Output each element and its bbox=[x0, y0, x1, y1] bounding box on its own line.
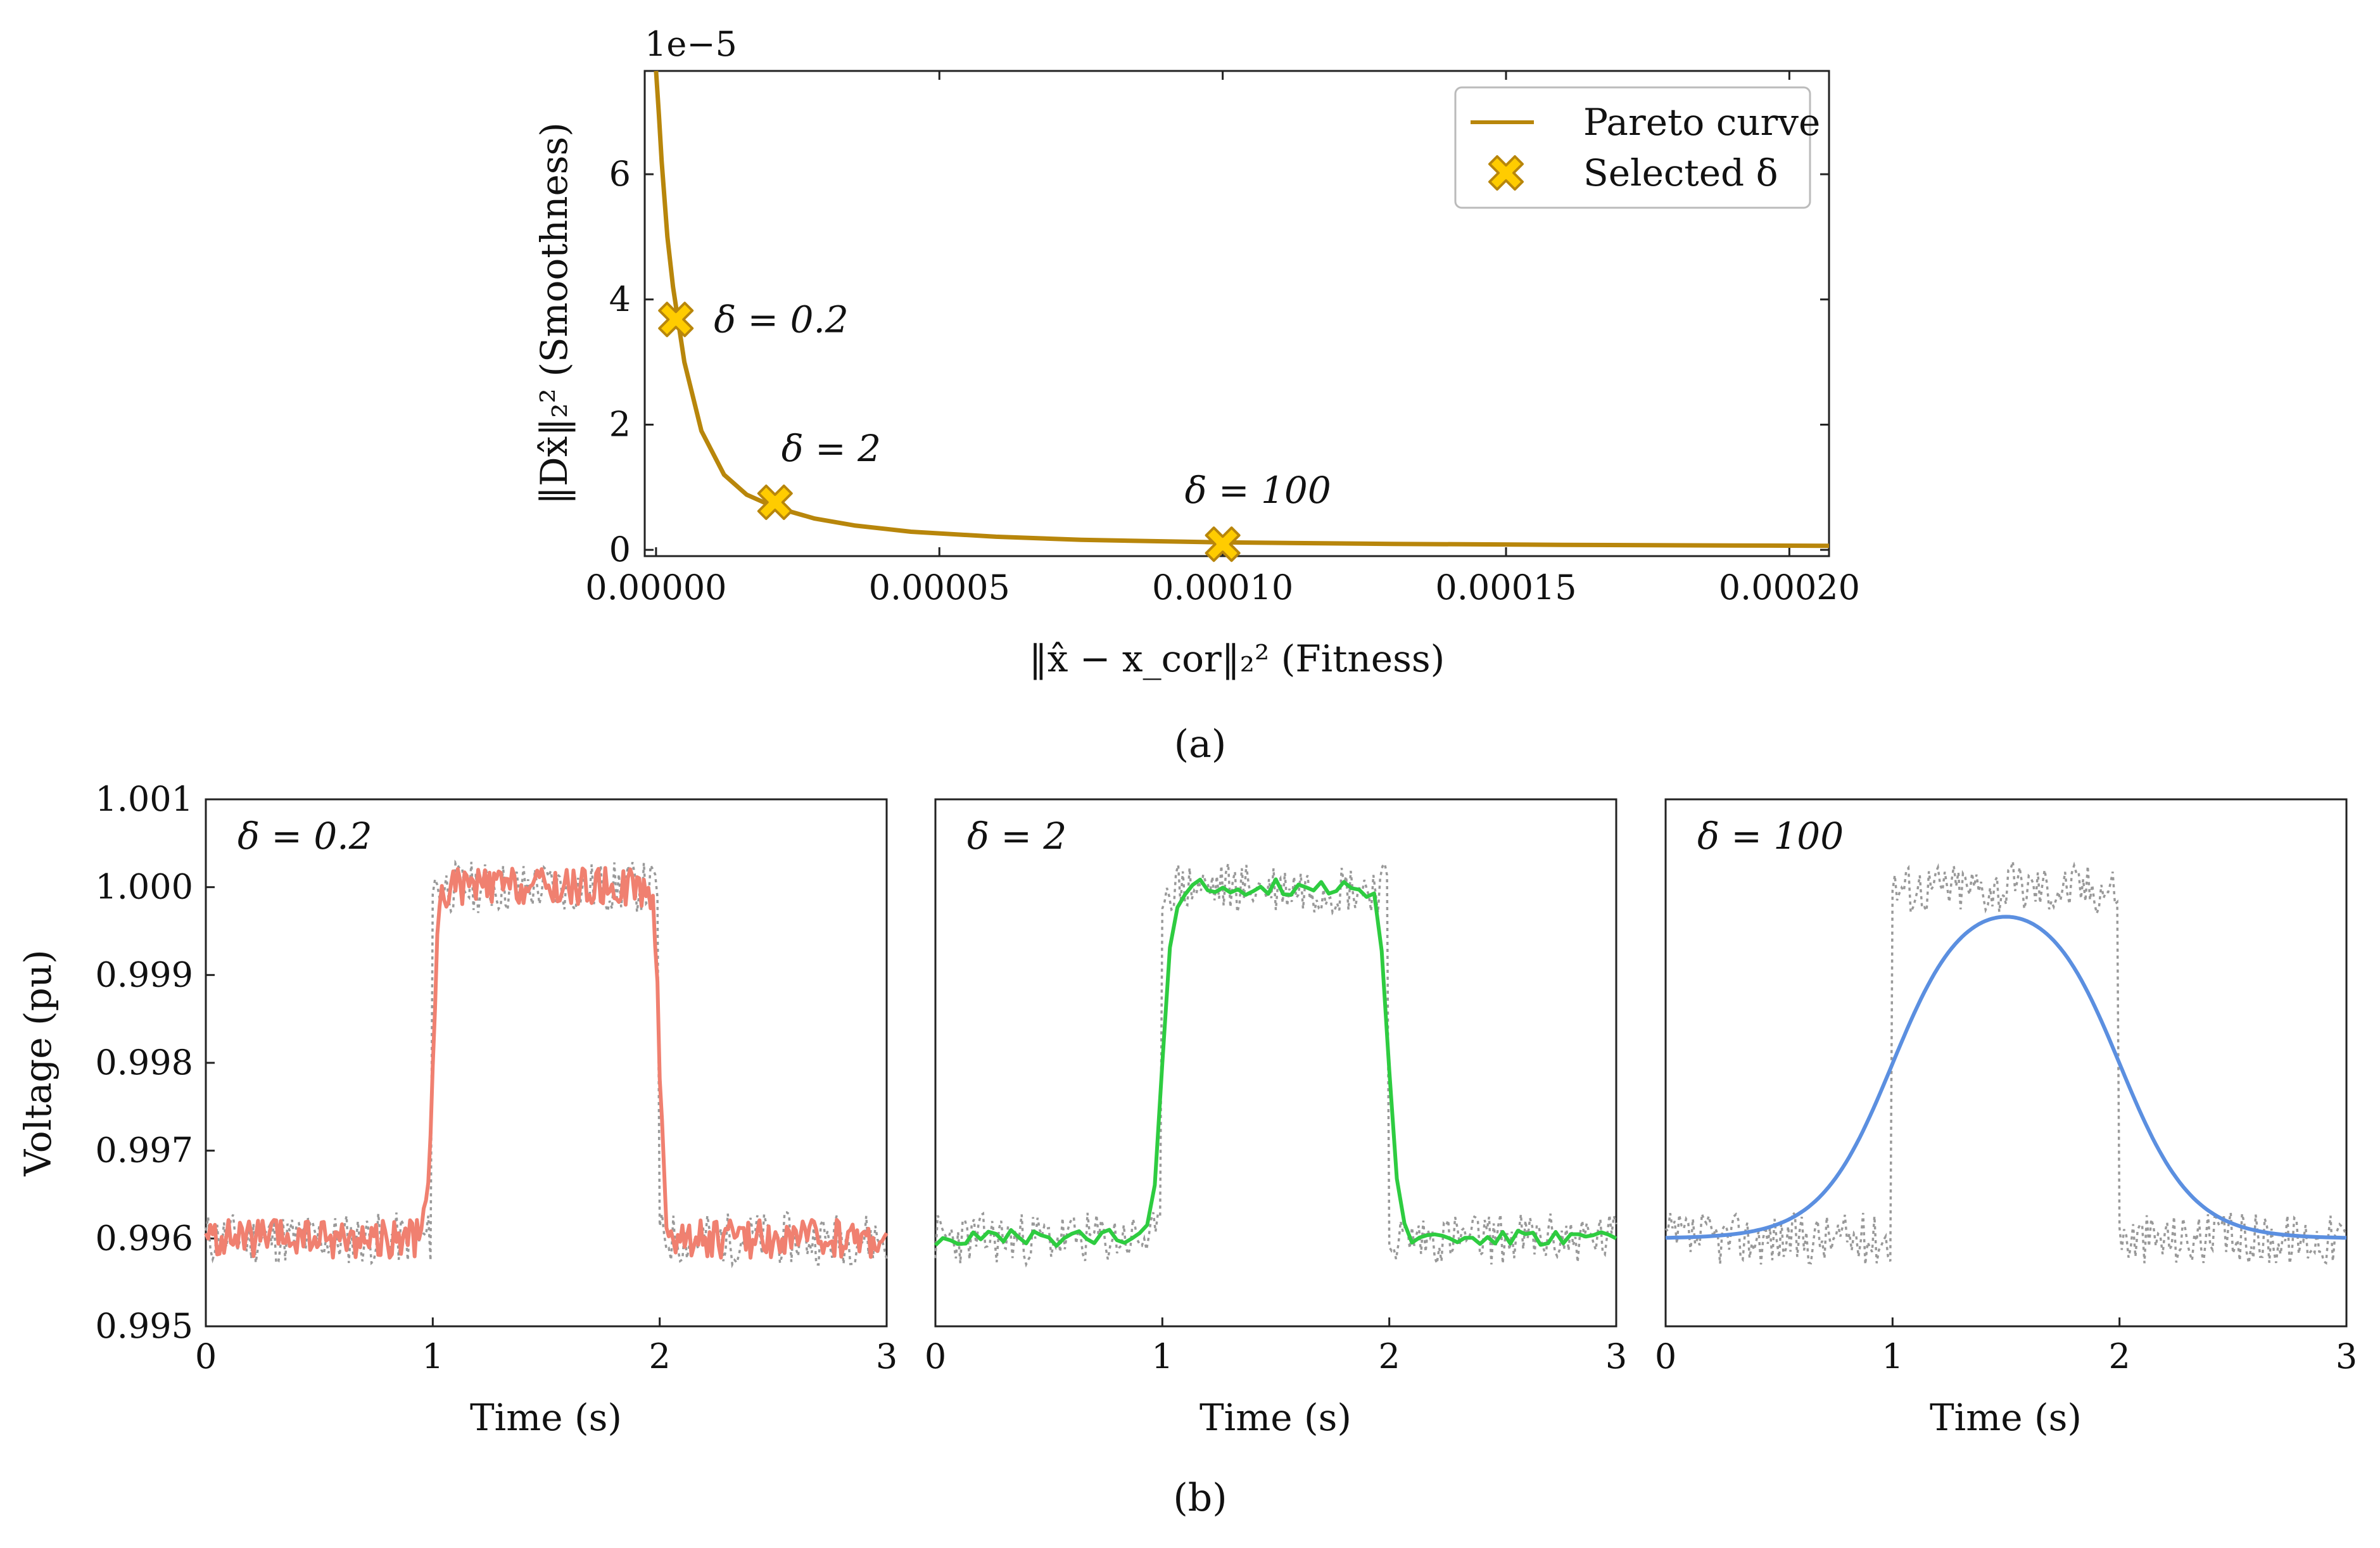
x-tick-label: 0 bbox=[1655, 1336, 1676, 1376]
legend: Pareto curve Selected δ bbox=[1454, 86, 1820, 209]
noisy-signal bbox=[205, 860, 888, 1269]
caption-b: (b) bbox=[1173, 1476, 1227, 1520]
panel-b2-x-axis-label: Time (s) bbox=[1199, 1396, 1351, 1439]
noisy-signal bbox=[934, 861, 1617, 1268]
y-tick-label: 1.000 bbox=[95, 867, 193, 907]
legend-marker-x bbox=[1488, 155, 1524, 191]
panel-a-x-tick-label: 0.00020 bbox=[1719, 568, 1860, 607]
panel-a-x-ticks: 0.00000 0.00005 0.00010 0.00015 0.00020 bbox=[585, 71, 1860, 607]
panel-b3: 0 1 2 3 δ = 100 Time (s) bbox=[1655, 798, 2357, 1439]
y-tick-label: 0.995 bbox=[95, 1306, 193, 1346]
panel-a-x-tick-label: 0.00015 bbox=[1435, 568, 1576, 607]
panel-a: 1e−5 0.00000 0.00005 0.00010 0.00015 0.00020… bbox=[533, 24, 1860, 766]
caption-a: (a) bbox=[1174, 722, 1227, 766]
panel-b1-annotation: δ = 0.2 bbox=[237, 815, 372, 858]
panel-b1-x-axis-label: Time (s) bbox=[470, 1396, 622, 1439]
selected-delta-marker bbox=[658, 301, 694, 338]
legend-selected-marker-swatch bbox=[1488, 155, 1524, 191]
panel-a-y-offset-label: 1e−5 bbox=[645, 24, 737, 64]
pareto-curve-layer bbox=[654, 70, 1830, 549]
estimated-signal bbox=[1665, 915, 2347, 1240]
panel-b3-curves bbox=[1664, 861, 2348, 1265]
selected-delta-marker bbox=[1205, 526, 1241, 562]
selected-delta-label: δ = 0.2 bbox=[714, 298, 849, 341]
panel-b1-x-ticks: 0 1 2 3 bbox=[195, 1317, 897, 1376]
x-tick-label: 1 bbox=[1151, 1336, 1173, 1376]
panel-b3-x-ticks: 0 1 2 3 bbox=[1655, 1317, 2357, 1376]
legend-box bbox=[1454, 86, 1811, 209]
panel-b1-y-axis-label: Voltage (pu) bbox=[16, 949, 60, 1177]
y-tick-label: 1.001 bbox=[95, 779, 193, 819]
selected-delta-label: δ = 2 bbox=[782, 427, 881, 470]
panel-b3-frame bbox=[1664, 798, 2348, 1328]
y-tick-label: 0.999 bbox=[95, 955, 193, 994]
panel-a-x-axis-label: ‖x̂ − x_cor‖₂² (Fitness) bbox=[1029, 637, 1445, 680]
x-tick-label: 2 bbox=[2108, 1336, 2130, 1376]
selected-delta-marker bbox=[757, 484, 793, 520]
x-tick-label: 3 bbox=[1605, 1336, 1627, 1376]
panel-b2-curves bbox=[934, 861, 1617, 1268]
pareto-curve bbox=[654, 70, 1830, 549]
estimated-signal bbox=[204, 866, 889, 1260]
x-tick-label: 0 bbox=[925, 1336, 946, 1376]
x-tick-label: 3 bbox=[2336, 1336, 2357, 1376]
estimated-signal bbox=[934, 877, 1617, 1248]
x-tick-label: 1 bbox=[422, 1336, 443, 1376]
panel-b2-annotation: δ = 2 bbox=[967, 815, 1067, 858]
panel-b2-x-ticks: 0 1 2 3 bbox=[925, 1317, 1627, 1376]
panel-b3-x-axis-label: Time (s) bbox=[1930, 1396, 2082, 1439]
legend-selected-label: Selected δ bbox=[1583, 151, 1778, 194]
panel-a-x-tick-label: 0.00010 bbox=[1152, 568, 1293, 607]
panel-a-y-tick-label: 4 bbox=[609, 279, 631, 319]
panel-a-y-tick-label: 6 bbox=[609, 154, 631, 194]
y-tick-label: 0.997 bbox=[95, 1131, 193, 1171]
x-tick-label: 1 bbox=[1882, 1336, 1903, 1376]
panel-b1-curves bbox=[204, 860, 889, 1269]
noisy-signal bbox=[1664, 861, 2348, 1265]
x-tick-label: 2 bbox=[1378, 1336, 1400, 1376]
x-tick-label: 2 bbox=[649, 1336, 670, 1376]
panel-b3-annotation: δ = 100 bbox=[1697, 815, 1844, 858]
panel-a-y-ticks: 0 2 4 6 bbox=[609, 154, 1829, 569]
legend-pareto-label: Pareto curve bbox=[1583, 101, 1820, 144]
panel-a-y-tick-label: 2 bbox=[609, 404, 631, 444]
x-tick-label: 0 bbox=[195, 1336, 217, 1376]
panel-b2: 0 1 2 3 δ = 2 Time (s) bbox=[925, 798, 1627, 1439]
panel-b1-y-ticks: 0.995 0.996 0.997 0.998 0.999 1.000 1.001 bbox=[95, 779, 215, 1346]
panel-a-x-tick-label: 0.00005 bbox=[869, 568, 1010, 607]
panel-a-x-tick-label: 0.00000 bbox=[585, 568, 726, 607]
selected-delta-label: δ = 100 bbox=[1185, 469, 1331, 512]
panel-a-y-axis-label: ‖Dx̂‖₂² (Smoothness) bbox=[533, 122, 576, 505]
panel-a-y-tick-label: 0 bbox=[609, 530, 631, 569]
y-tick-label: 0.998 bbox=[95, 1043, 193, 1082]
selected-delta-markers: δ = 0.2 δ = 2 δ = 100 bbox=[658, 298, 1331, 562]
panel-b2-frame bbox=[934, 798, 1617, 1328]
y-tick-label: 0.996 bbox=[95, 1218, 193, 1258]
panel-b1: 0 1 2 3 0.995 0.996 0.997 0.998 0.999 1.000 1.001… bbox=[16, 779, 897, 1439]
x-tick-label: 3 bbox=[876, 1336, 897, 1376]
